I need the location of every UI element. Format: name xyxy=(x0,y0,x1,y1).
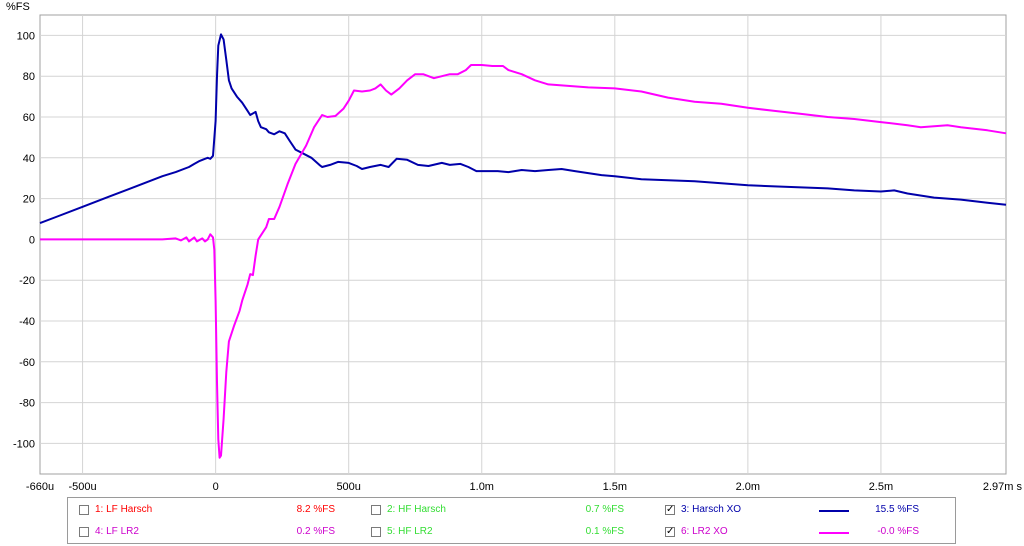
y-tick-label: -40 xyxy=(19,316,35,328)
x-tick-label: -660u xyxy=(26,481,54,493)
legend-value-lf-harsch: 8.2 %FS xyxy=(296,504,335,515)
legend-checkbox-lf-lr2[interactable] xyxy=(79,527,89,537)
x-tick-label: 2.0m xyxy=(736,481,760,493)
legend-checkbox-lr2-xo[interactable]: ✓ xyxy=(665,526,675,537)
legend-value-lf-lr2: 0.2 %FS xyxy=(296,526,335,537)
legend-label-lf-harsch: 1: LF Harsch xyxy=(95,504,153,515)
legend-panel: 1: LF Harsch 8.2 %FS 2: HF Harsch 0.7 %F… xyxy=(67,497,956,544)
x-tick-label: 1.0m xyxy=(470,481,494,493)
legend-checkbox-hf-harsch[interactable] xyxy=(371,505,381,515)
y-tick-label: 20 xyxy=(23,194,35,206)
legend-value-harsch-xo: 15.5 %FS xyxy=(875,504,919,515)
legend-label-lr2-xo: 6: LR2 XO xyxy=(681,526,728,537)
legend-label-harsch-xo: 3: Harsch XO xyxy=(681,504,742,515)
x-tick-label: -500u xyxy=(69,481,97,493)
y-tick-label: -20 xyxy=(19,275,35,287)
y-tick-label: 60 xyxy=(23,112,35,124)
legend-label-hf-harsch: 2: HF Harsch xyxy=(387,504,446,515)
x-tick-label: 2.97m s xyxy=(983,481,1023,493)
series-line-harsch-xo xyxy=(39,33,1007,225)
y-tick-label: -100 xyxy=(13,438,35,450)
legend-swatch-lr2-xo xyxy=(819,532,849,534)
series-layer xyxy=(39,33,1007,459)
series-line-lr2-xo xyxy=(40,64,1007,459)
legend-value-hf-lr2: 0.1 %FS xyxy=(585,526,624,537)
y-tick-label: 100 xyxy=(17,30,35,42)
x-tick-label: 2.5m xyxy=(869,481,893,493)
x-tick-label: 500u xyxy=(336,481,360,493)
legend-checkbox-hf-lr2[interactable] xyxy=(371,527,381,537)
y-tick-label: 80 xyxy=(23,71,35,83)
y-tick-label: -60 xyxy=(19,357,35,369)
x-tick-label: 0 xyxy=(213,481,219,493)
y-tick-label: 40 xyxy=(23,153,35,165)
x-tick-label: 1.5m xyxy=(603,481,627,493)
legend-value-lr2-xo: -0.0 %FS xyxy=(877,526,919,537)
axis-ticks: 100 80 60 40 20 0 -20 -40 -60 -80 -100 -660u -500u 0 5… xyxy=(13,30,1023,493)
chart: %FS 100 80 60 40 20 0 -20 -40 -60 -80 -100 -660u -50… xyxy=(6,1,1023,493)
y-axis-label: %FS xyxy=(6,1,30,13)
y-tick-label: -80 xyxy=(19,398,35,410)
legend-swatch-harsch-xo xyxy=(819,510,849,512)
y-tick-label: 0 xyxy=(29,234,35,246)
plot-area xyxy=(39,14,1007,475)
legend-checkbox-lf-harsch[interactable] xyxy=(79,505,89,515)
legend-checkbox-harsch-xo[interactable]: ✓ xyxy=(665,504,675,515)
legend-value-hf-harsch: 0.7 %FS xyxy=(585,504,624,515)
legend-label-lf-lr2: 4: LF LR2 xyxy=(95,526,139,537)
legend-label-hf-lr2: 5: HF LR2 xyxy=(387,526,433,537)
